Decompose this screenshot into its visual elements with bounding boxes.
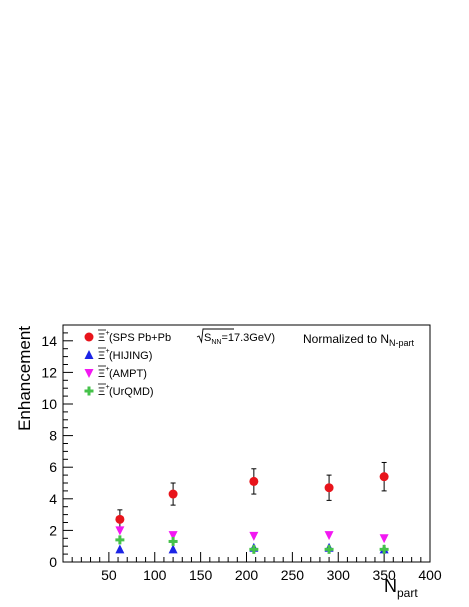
legend-label: (HIJING): [109, 350, 152, 362]
data-point: [168, 536, 178, 546]
legend-entry-0: Ξ + (SPS Pb+Pb SNN=17.3GeV): [84, 328, 275, 346]
data-point: [168, 531, 178, 541]
data-point: [379, 534, 389, 544]
legend-particle-sup: +: [106, 348, 110, 355]
legend-particle-sup: +: [106, 384, 110, 391]
x-tick-label: 200: [235, 567, 259, 583]
legend-entry-3: Ξ + (UrQMD): [84, 383, 154, 398]
legend-particle-symbol: Ξ: [98, 386, 105, 398]
data-point: [324, 531, 334, 541]
y-tick-label: 10: [41, 396, 57, 412]
legend-marker: [84, 350, 94, 359]
legend-entry-2: Ξ + (AMPT): [84, 365, 147, 380]
legend-particle-sup: +: [106, 330, 110, 337]
legend: Ξ + (SPS Pb+Pb SNN=17.3GeV)Ξ + (HIJING)Ξ + (AMP…: [84, 328, 275, 398]
legend-particle-symbol: Ξ: [98, 368, 105, 380]
data-point: [115, 514, 125, 524]
x-tick-label: 250: [281, 567, 305, 583]
data-point: [115, 544, 125, 554]
legend-label: (UrQMD): [109, 386, 154, 398]
y-tick-label: 14: [41, 333, 57, 349]
x-tick-label: 150: [189, 567, 213, 583]
x-axis-label-main: N: [384, 576, 397, 596]
normalization-note: Normalized to NN-part: [303, 332, 415, 348]
normalization-note-main: Normalized to N: [303, 332, 389, 346]
series-0: [115, 461, 389, 530]
x-tick-label: 350: [372, 567, 396, 583]
x-tick-label: 50: [101, 567, 117, 583]
data-point: [168, 544, 178, 554]
data-point: [249, 544, 259, 554]
x-tick-label: 400: [418, 567, 442, 583]
data-point: [249, 476, 259, 486]
y-axis-ticks: 0 2 4 6 8 10 12 14: [41, 324, 73, 570]
y-tick-label: 0: [49, 554, 57, 570]
legend-particle-sup: +: [106, 366, 110, 373]
legend-marker: [84, 332, 94, 342]
y-tick-label: 4: [49, 491, 57, 507]
legend-label: (AMPT): [109, 368, 147, 380]
data-point: [115, 526, 125, 536]
data-point: [168, 489, 178, 499]
y-axis-label: Enhancement: [15, 326, 34, 431]
y-tick-label: 6: [49, 459, 57, 475]
data-point: [115, 535, 125, 545]
data-marks: [115, 461, 389, 554]
legend-sqrt-sign: [196, 328, 234, 344]
x-tick-label: 300: [327, 567, 351, 583]
data-point: [324, 544, 334, 554]
normalization-note-sub: N-part: [389, 338, 415, 348]
y-tick-label: 2: [49, 522, 57, 538]
x-axis-ticks: 50 100 150 200 250 300 350 400: [71, 552, 442, 583]
legend-marker: [84, 369, 94, 378]
legend-particle-symbol: Ξ: [98, 350, 105, 362]
legend-entry-1: Ξ + (HIJING): [84, 347, 152, 362]
data-point: [379, 472, 389, 482]
series-2: [115, 526, 389, 544]
x-tick-label: 100: [143, 567, 167, 583]
y-tick-label: 12: [41, 364, 57, 380]
legend-label: (SPS Pb+Pb: [109, 332, 171, 344]
data-point: [379, 544, 389, 554]
legend-energy: SNN=17.3GeV): [204, 332, 275, 346]
x-axis-label-sub: part: [397, 586, 418, 600]
series-3: [115, 535, 389, 554]
data-point: [249, 531, 259, 541]
data-point: [324, 483, 334, 493]
legend-marker: [84, 386, 94, 396]
legend-particle-symbol: Ξ: [98, 332, 105, 344]
y-tick-label: 8: [49, 428, 57, 444]
x-axis-label: Npart: [384, 576, 418, 600]
